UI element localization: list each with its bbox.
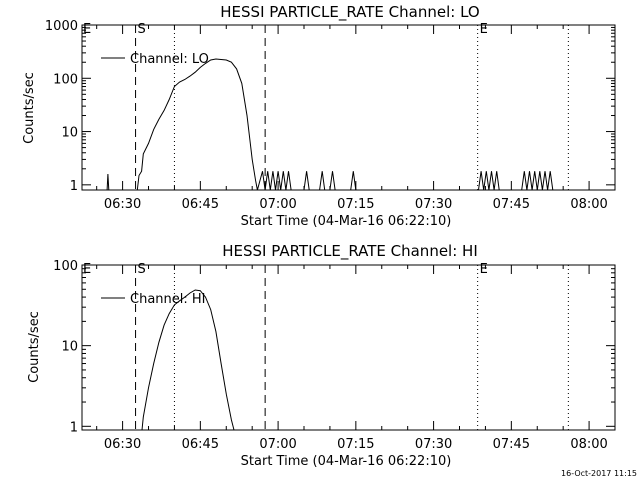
chart-lo-xtick-label: 07:15 — [337, 197, 374, 212]
chart-hi-legend-label: Channel: HI — [130, 292, 206, 307]
chart-hi-series — [141, 289, 235, 431]
chart-lo-ylabel: Counts/sec — [22, 72, 37, 144]
chart-hi-marker-label: S — [138, 262, 146, 277]
chart-lo-title: HESSI PARTICLE_RATE Channel: LO — [220, 3, 479, 22]
footer-timestamp: 16-Oct-2017 11:15 — [561, 469, 637, 478]
chart-lo-ytick-label: 1 — [70, 179, 78, 194]
chart-lo-axes: 06:30 06:45 07:00 07:15 07:30 07:45 08:00 1 10 10… — [45, 19, 616, 212]
chart-hi-xtick-label: 07:30 — [415, 437, 452, 452]
chart-hi-series-line — [141, 289, 235, 431]
chart-hi-xtick-label: 06:30 — [104, 437, 141, 452]
chart-lo-xtick-label: 06:30 — [104, 197, 141, 212]
chart-hi-title: HESSI PARTICLE_RATE Channel: HI — [222, 242, 478, 261]
chart-hi-xtick-label: 08:00 — [570, 437, 607, 452]
chart-lo-xtick-label: 08:00 — [570, 197, 607, 212]
chart-lo-ytick-label: 1000 — [45, 19, 78, 34]
chart-lo-xlabel: Start Time (04-Mar-16 06:22:10) — [241, 214, 452, 229]
chart-hi-xtick-label: 06:45 — [182, 437, 219, 452]
chart-hi-legend: Channel: HI — [101, 292, 206, 307]
chart-hi-frame — [81, 264, 616, 431]
chart-hi: HESSI PARTICLE_RATE Channel: HI Counts/s… — [27, 242, 616, 469]
chart-hi-xtick-label: 07:15 — [337, 437, 374, 452]
chart-hi-ylabel: Counts/sec — [27, 311, 42, 383]
chart-lo-markers: S EE — [83, 22, 569, 190]
chart-lo-legend: Channel: LO — [101, 52, 209, 67]
chart-hi-ytick-label: 1 — [70, 420, 78, 435]
chart-lo-marker-label: E — [480, 22, 488, 37]
chart-lo: HESSI PARTICLE_RATE Channel: LO Counts/s… — [22, 3, 616, 229]
chart-hi-xtick-label: 07:00 — [259, 437, 296, 452]
chart-lo-ytick-label: 100 — [53, 72, 78, 87]
chart-hi-marker-label: E — [83, 262, 91, 277]
chart-lo-xtick-label: 06:45 — [182, 197, 219, 212]
chart-hi-axes: 06:30 06:45 07:00 07:15 07:30 07:45 08:00 1 10 10… — [53, 259, 616, 452]
chart-lo-legend-label: Channel: LO — [130, 52, 209, 67]
chart-lo-xtick-label: 07:30 — [415, 197, 452, 212]
chart-hi-marker-label: E — [480, 262, 488, 277]
chart-hi-ytick-label: 100 — [53, 259, 78, 274]
chart-lo-marker-label: S — [138, 22, 146, 37]
chart-lo-series — [106, 58, 554, 191]
chart-lo-xtick-label: 07:00 — [259, 197, 296, 212]
chart-hi-ytick-label: 10 — [61, 340, 78, 355]
chart-hi-markers: S EE — [83, 262, 569, 430]
chart-lo-xtick-label: 07:45 — [493, 197, 530, 212]
chart-lo-frame — [81, 24, 616, 191]
chart-hi-xlabel: Start Time (04-Mar-16 06:22:10) — [241, 454, 452, 469]
chart-lo-ytick-label: 10 — [61, 126, 78, 141]
chart-lo-marker-label: E — [83, 22, 91, 37]
chart-hi-xtick-label: 07:45 — [493, 437, 530, 452]
chart-lo-series-line — [106, 58, 554, 191]
